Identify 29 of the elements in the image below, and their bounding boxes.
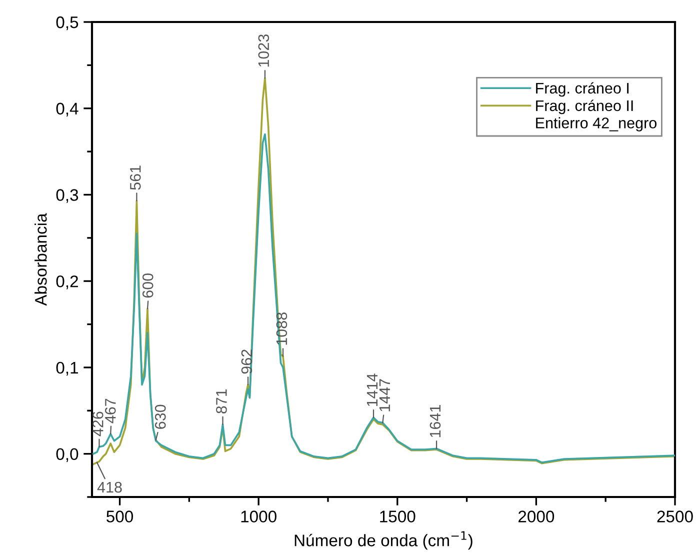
y-tick-label: 0,4	[56, 102, 78, 117]
y-axis-title: Absorbancia	[34, 213, 47, 306]
annotation: 1641	[430, 405, 441, 438]
annotation: 426	[92, 412, 104, 436]
annotation: 871	[216, 389, 227, 414]
y-tick-label: 0,2	[56, 275, 78, 290]
y-tick-label: 0,5	[56, 16, 78, 30]
annotation: Entierro 42_negro	[536, 117, 656, 132]
x-tick-label: 2500	[657, 510, 693, 522]
annotation: 962	[241, 350, 252, 374]
legend-label: Frag. cráneo II	[536, 100, 633, 114]
annotation: 1088	[276, 312, 288, 345]
legend-label: Frag. cráneo I	[536, 82, 629, 97]
annotation: 418	[97, 482, 122, 493]
annotation: 1447	[379, 379, 390, 412]
x-tick-label: 2000	[518, 510, 554, 522]
y-tick-label: 0,0	[56, 448, 78, 462]
annotation: 561	[130, 166, 141, 190]
y-tick-label: 0,1	[56, 362, 78, 376]
annotation: 467	[104, 398, 116, 424]
annotation: 1023	[258, 34, 270, 67]
annotation: 600	[142, 273, 154, 298]
x-tick-label: 500	[106, 510, 134, 522]
x-tick-label: 1000	[241, 510, 276, 522]
annotation: 1414	[366, 374, 378, 406]
annotation: 630	[154, 404, 166, 429]
y-tick-label: 0,3	[56, 189, 78, 203]
x-axis-title: Número de onda (cm$^{−1}$)	[294, 531, 472, 550]
x-tick-label: 1500	[380, 510, 416, 522]
